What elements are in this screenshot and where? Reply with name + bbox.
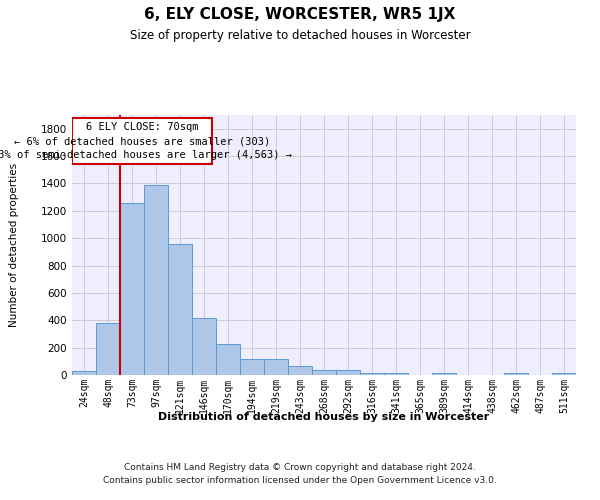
Bar <box>240 360 264 375</box>
Bar <box>552 374 576 375</box>
Bar <box>192 318 216 375</box>
Bar <box>384 374 408 375</box>
Bar <box>288 366 312 375</box>
FancyBboxPatch shape <box>73 118 212 164</box>
Bar <box>336 370 360 375</box>
Text: 6, ELY CLOSE, WORCESTER, WR5 1JX: 6, ELY CLOSE, WORCESTER, WR5 1JX <box>145 8 455 22</box>
Bar <box>432 374 456 375</box>
Bar <box>120 202 144 375</box>
Bar <box>216 344 240 375</box>
Text: Size of property relative to detached houses in Worcester: Size of property relative to detached ho… <box>130 29 470 42</box>
Bar <box>168 244 192 375</box>
Bar <box>360 374 384 375</box>
Text: Contains public sector information licensed under the Open Government Licence v3: Contains public sector information licen… <box>103 476 497 485</box>
Bar <box>264 360 288 375</box>
Bar <box>144 185 168 375</box>
Bar <box>312 370 336 375</box>
Bar <box>504 374 528 375</box>
Text: Number of detached properties: Number of detached properties <box>9 163 19 327</box>
Bar <box>72 371 96 375</box>
Text: 6 ELY CLOSE: 70sqm
← 6% of detached houses are smaller (303)
93% of semi-detache: 6 ELY CLOSE: 70sqm ← 6% of detached hous… <box>0 122 292 160</box>
Text: Distribution of detached houses by size in Worcester: Distribution of detached houses by size … <box>158 412 490 422</box>
Bar <box>96 323 120 375</box>
Text: Contains HM Land Registry data © Crown copyright and database right 2024.: Contains HM Land Registry data © Crown c… <box>124 462 476 471</box>
